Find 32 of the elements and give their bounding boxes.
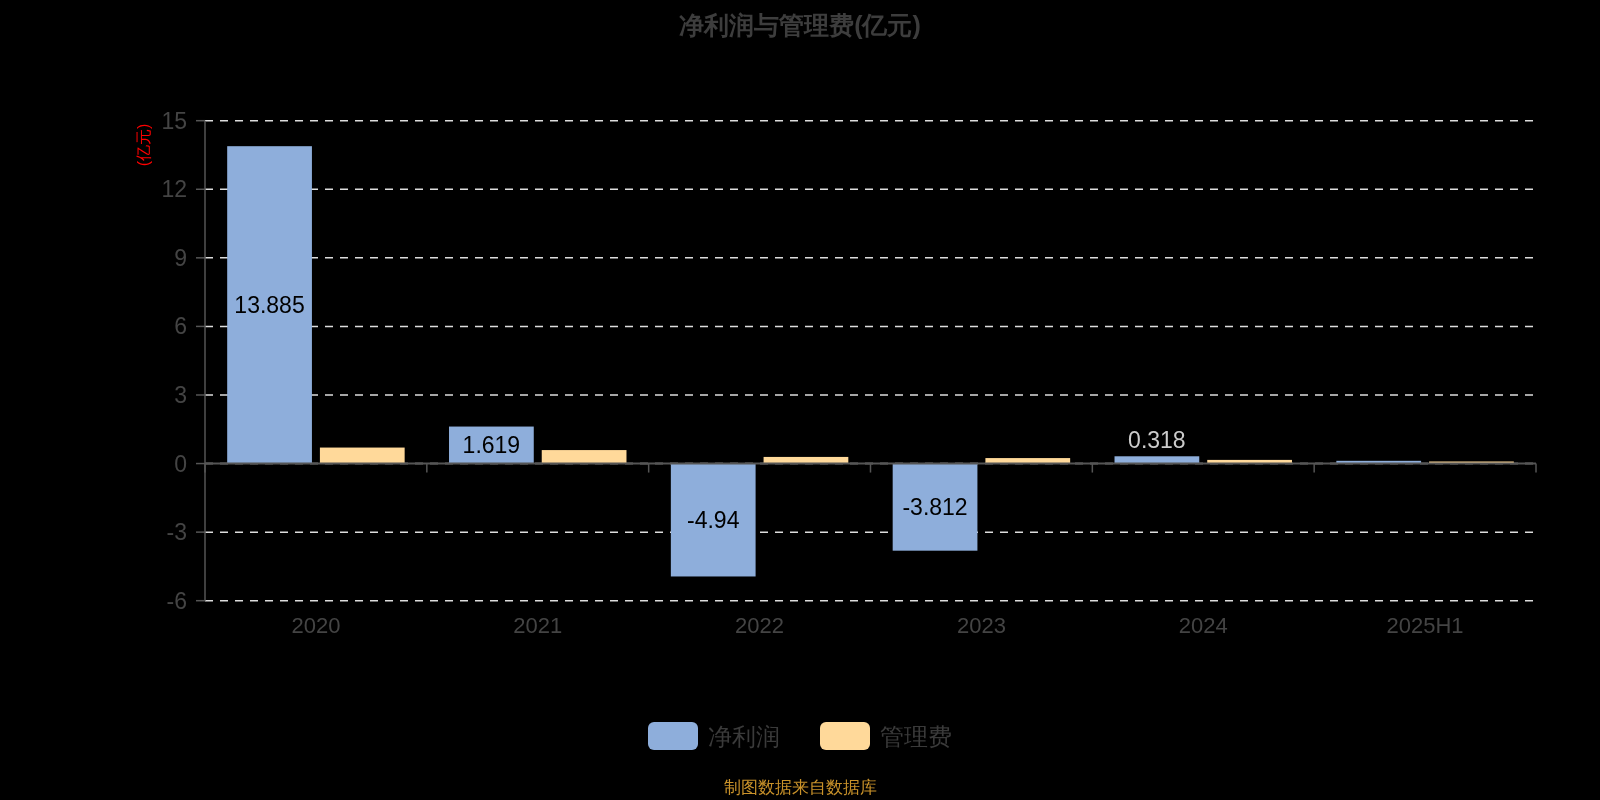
bar <box>892 463 978 551</box>
bar <box>541 450 627 464</box>
x-tick-label: 2020 <box>291 612 341 638</box>
bar <box>1114 456 1200 464</box>
x-tick-label: 2025H1 <box>1386 612 1464 638</box>
bar <box>670 463 756 577</box>
x-tick-label: 2021 <box>513 612 563 638</box>
data-label: 1.619 <box>462 432 521 459</box>
legend-label: 管理费 <box>880 722 952 750</box>
bar <box>763 456 849 464</box>
data-label: -4.94 <box>687 507 740 534</box>
y-tick-label: 9 <box>174 244 187 271</box>
bar <box>227 146 312 464</box>
x-tick-label: 2024 <box>1178 612 1228 638</box>
x-tick-label: 2023 <box>956 612 1006 638</box>
x-tick-label: 2022 <box>735 612 785 638</box>
title: 净利润与管理费(亿元) <box>679 11 921 39</box>
ylabel: (亿元) <box>134 123 152 167</box>
y-tick-label: 0 <box>174 450 187 477</box>
y-tick-label: -6 <box>166 587 187 614</box>
y-tick-label: 6 <box>174 313 187 340</box>
y-tick-label: -3 <box>166 519 187 546</box>
y-tick-label: 15 <box>161 107 187 134</box>
data-label: 13.885 <box>234 291 305 318</box>
data-label: 0.318 <box>1128 427 1186 454</box>
data-label: -3.812 <box>902 494 968 521</box>
y-tick-label: 12 <box>161 176 187 203</box>
legend-label: 净利润 <box>708 722 780 750</box>
annotation: 制图数据来自数据库 <box>723 777 877 797</box>
bar <box>319 447 405 464</box>
bar <box>985 458 1071 464</box>
y-tick-label: 3 <box>174 381 187 408</box>
